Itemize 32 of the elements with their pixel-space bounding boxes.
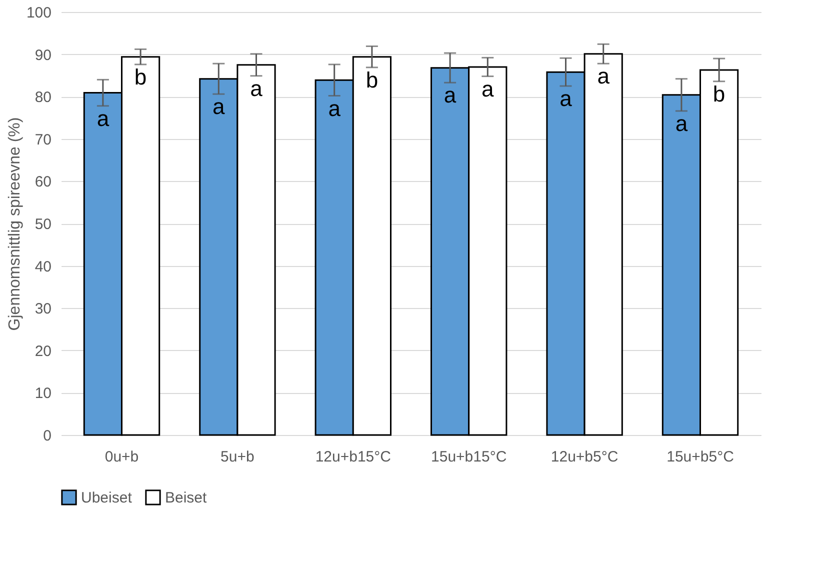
data-label: a	[597, 64, 610, 89]
y-tick-label: 10	[34, 385, 52, 402]
legend-label: Ubeiset	[81, 489, 133, 506]
legend-label: Beiset	[165, 489, 208, 506]
data-label: b	[134, 64, 147, 90]
y-tick-label: 90	[34, 46, 52, 64]
x-tick-label: 15u+b15°C	[431, 448, 507, 466]
y-tick-label: 20	[34, 342, 52, 360]
x-tick-label: 12u+b15°C	[315, 448, 392, 466]
x-tick-label: 15u+b5°C	[666, 448, 734, 466]
x-tick-label: 12u+b5°C	[550, 448, 618, 466]
y-tick-label: 100	[26, 4, 52, 22]
data-label: b	[712, 81, 726, 106]
y-tick-label: 30	[34, 300, 52, 318]
data-label: a	[250, 76, 264, 101]
y-axis-title: Gjennomsnittlig spireevne (%)	[6, 117, 24, 331]
data-label: a	[328, 96, 342, 121]
x-tick-label: 5u+b	[220, 448, 254, 466]
data-label: a	[675, 110, 688, 136]
x-tick-label: 0u+b	[104, 448, 139, 466]
y-tick-label: 0	[43, 428, 52, 444]
data-label: a	[482, 76, 495, 102]
y-tick-label: 50	[34, 216, 52, 233]
data-label: a	[560, 86, 573, 112]
data-label: b	[366, 67, 378, 92]
y-tick-label: 40	[34, 258, 52, 276]
y-tick-label: 60	[34, 174, 52, 191]
data-label: a	[212, 94, 226, 120]
data-label: a	[96, 106, 110, 131]
y-tick-label: 80	[34, 89, 52, 106]
y-tick-label: 70	[34, 131, 52, 148]
data-label: a	[444, 82, 457, 108]
